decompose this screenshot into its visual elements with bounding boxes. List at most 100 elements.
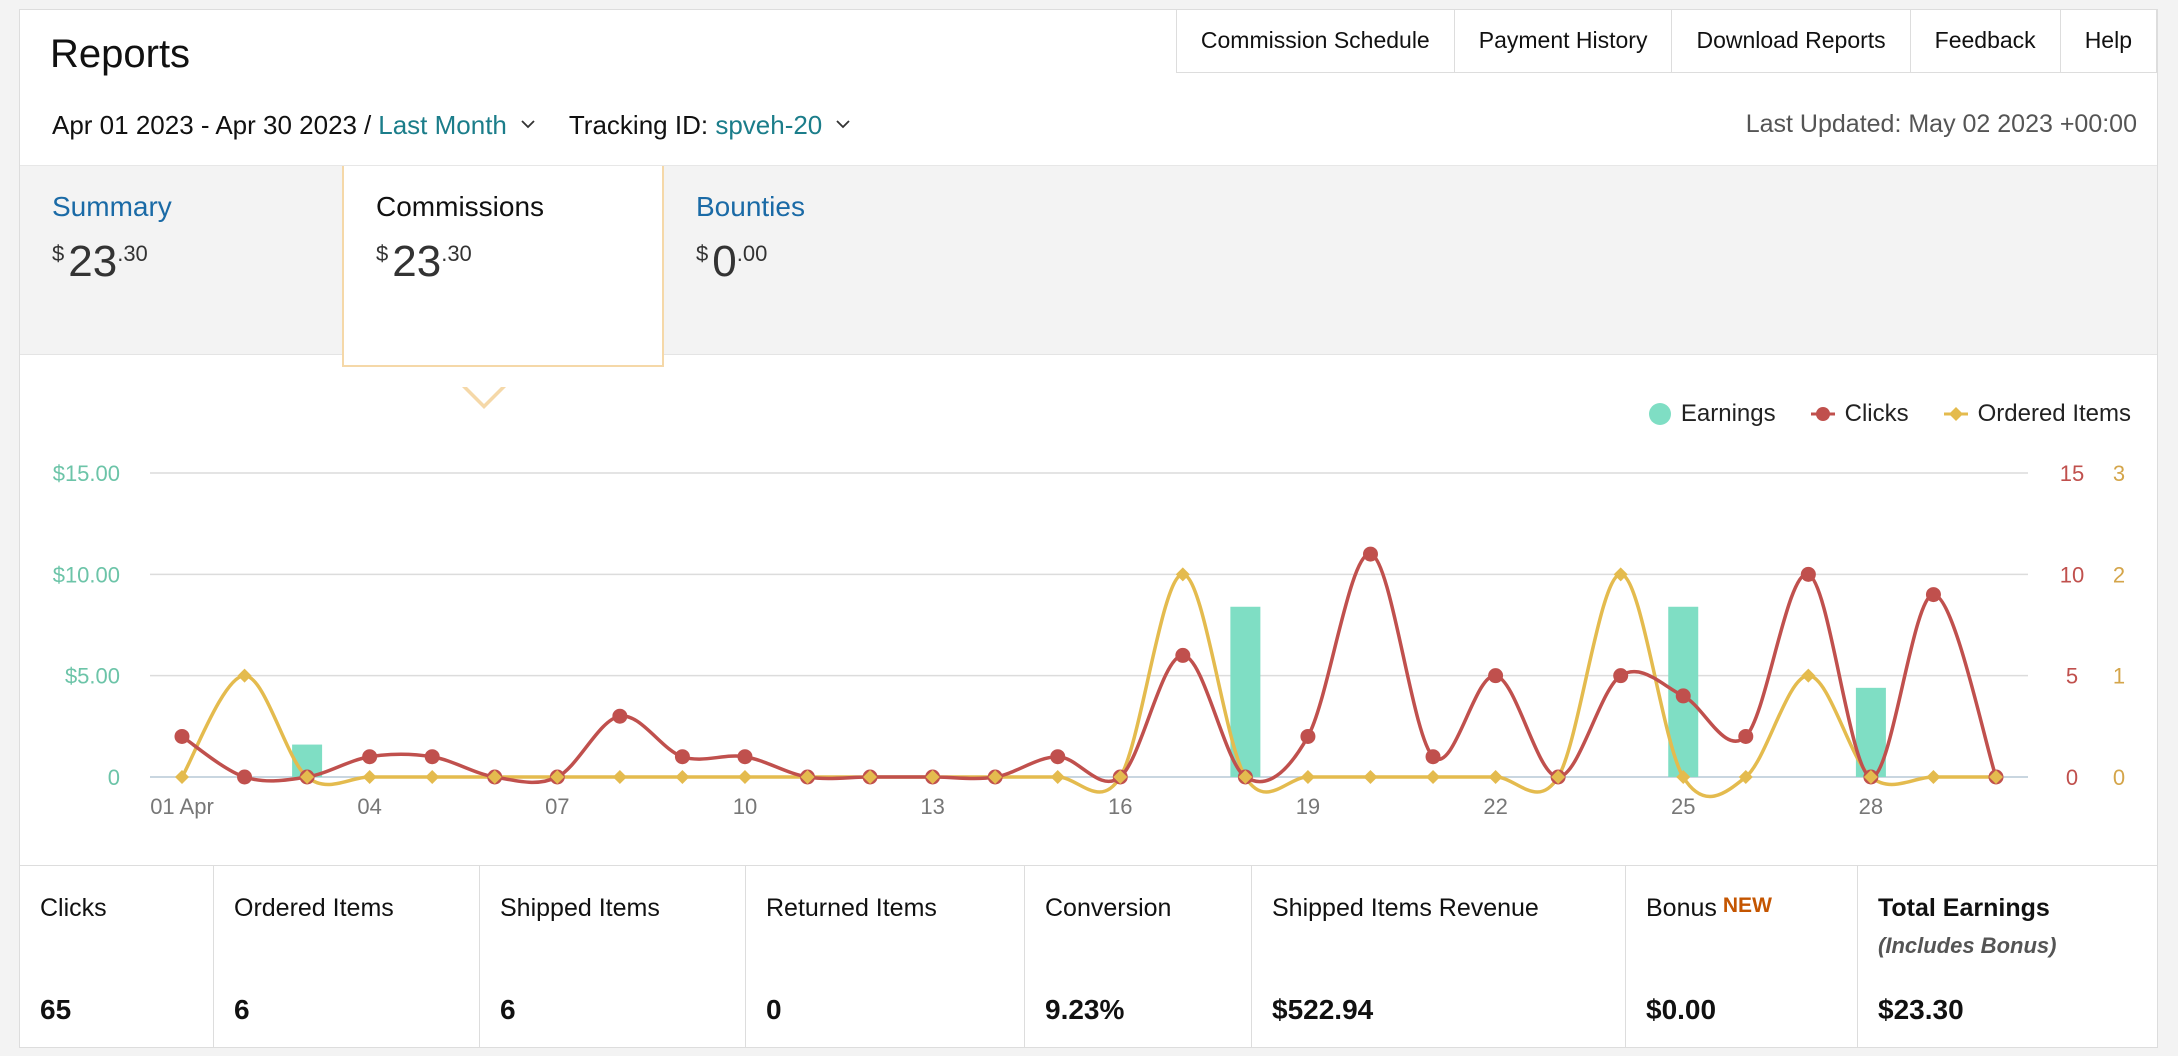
filters-bar: Apr 01 2023 - Apr 30 2023 / Last Month T… [52,110,850,141]
ordered-items-point [362,770,377,784]
stat-label: Conversion [1045,894,1172,922]
ordered-items-point [1613,567,1628,582]
ordered-items-point [300,770,315,784]
stat-label: Returned Items [766,894,937,922]
chevron-down-icon [521,119,535,131]
nav-download-reports[interactable]: Download Reports [1672,10,1911,73]
stat-ordered-items: Ordered Items 6 [214,866,480,1048]
chart-plot: 0 0 0 $5.00 5 1 $10.00 10 2 $15.00 15 3 01 Apr 04 07 10… [53,461,2125,819]
stat-value: $522.94 [1272,994,1374,1025]
x-axis-tick-label: 22 [1483,794,1507,819]
left-axis-tick-label: $5.00 [65,664,120,689]
stat-label: Ordered Items [234,894,394,922]
ordered-items-point [863,770,878,784]
clicks-swatch-icon [1810,407,1835,421]
items-axis-tick-label: 2 [2113,562,2125,587]
clicks-point [424,749,440,765]
ordered-items-point [1989,770,2003,784]
stat-value: 65 [40,994,72,1025]
stat-value: 6 [234,994,250,1025]
ordered-items-point [1050,770,1065,784]
bonus-label: Bonus [1646,894,1717,922]
earnings-swatch-icon [1648,403,1671,425]
legend-earnings-label: Earnings [1680,400,1776,427]
new-badge: NEW [1722,894,1772,917]
ordered-items-point [1738,770,1753,784]
report-tabs: Summary $23.30 Commissions $23.30 Bounti… [20,165,2157,409]
ordered-items-point [800,770,815,784]
legend-clicks[interactable]: Clicks [1810,400,1909,428]
commissions-chart: Earnings Clicks Ordered Items 0 0 0 $5.00 5 1… [20,355,2159,875]
stat-label: Clicks [40,894,107,922]
clicks-point [674,749,690,765]
clicks-point [174,728,190,744]
stat-returned-items: Returned Items 0 [746,866,1025,1048]
left-axis-tick-label: $10.00 [53,562,120,587]
date-range: Apr 01 2023 - Apr 30 2023 [52,110,358,140]
currency-symbol: $ [52,241,65,266]
ordered-items-point [1426,770,1441,784]
ordered-items-point [425,770,440,784]
legend-ordered-items[interactable]: Ordered Items [1943,400,2131,428]
clicks-point [1488,668,1504,684]
clicks-point [1362,546,1378,562]
nav-payment-history[interactable]: Payment History [1454,10,1673,73]
period-dropdown[interactable]: Last Month [378,110,535,141]
tracking-id-dropdown[interactable]: Tracking ID: spveh-20 [569,110,850,141]
stat-clicks: Clicks 65 [20,866,214,1048]
amount-whole: 0 [712,237,737,286]
amount-cents: .30 [117,241,148,266]
stat-value: 0 [766,994,782,1025]
ordered-items-point [175,770,189,784]
summary-amount: $23.30 [52,237,310,287]
tab-summary[interactable]: Summary $23.30 [20,166,342,356]
reports-panel: Commission Schedule Payment History Down… [19,9,2158,1048]
stat-total-earnings: Total Earnings (Includes Bonus) $23.30 [1858,866,2157,1048]
ordered-items-point [1801,668,1816,683]
stat-value: 6 [500,994,516,1025]
currency-symbol: $ [696,241,709,266]
nav-commission-schedule[interactable]: Commission Schedule [1176,10,1455,73]
page-title: Reports [50,32,191,76]
ordered-items-point [1863,770,1878,784]
clicks-point [1738,728,1754,744]
nav-help[interactable]: Help [2060,10,2157,73]
items-axis-tick-label: 3 [2113,461,2125,486]
clicks-axis-tick-label: 5 [2066,664,2078,689]
clicks-point [1613,668,1629,684]
left-axis-tick-label: 0 [108,765,120,790]
ordered-items-point [737,770,752,784]
stat-sublabel: (Includes Bonus) [1878,933,2057,958]
ordered-items-point [1363,770,1378,784]
ordered-items-point [1551,770,1566,784]
tab-commissions[interactable]: Commissions $23.30 [342,166,664,409]
clicks-point [1925,587,1941,603]
x-axis-tick-label: 19 [1296,794,1320,819]
tracking-id-value: spveh-20 [715,110,823,140]
tab-bounties[interactable]: Bounties $0.00 [664,166,986,356]
tab-summary-label: Summary [52,191,172,222]
x-axis-tick-label: 01 Apr [150,794,214,819]
stat-conversion: Conversion 9.23% [1025,866,1252,1048]
nav-feedback[interactable]: Feedback [1910,10,2061,73]
clicks-point [1675,688,1691,704]
stat-bonus: Bonus NEW $0.00 [1626,866,1858,1048]
period-label: Last Month [378,110,507,140]
chevron-down-icon [836,119,850,131]
clicks-point [1800,566,1816,582]
legend-earnings[interactable]: Earnings [1648,400,1776,428]
stat-label: Shipped Items [500,894,660,922]
stats-row: Clicks 65 Ordered Items 6 Shipped Items … [20,865,2157,1048]
stat-shipped-items: Shipped Items 6 [480,866,746,1048]
x-axis-tick-label: 13 [920,794,944,819]
ordered-items-point [1175,567,1190,582]
ordered-items-point [1488,770,1503,784]
clicks-axis-tick-label: 10 [2060,562,2084,587]
amount-whole: 23 [392,237,442,286]
ordered-items-point [1300,770,1315,784]
left-axis-tick-label: $15.00 [53,461,120,486]
clicks-point [237,769,253,785]
last-updated: Last Updated: May 02 2023 +00:00 [1745,110,2137,138]
legend-ordered-items-label: Ordered Items [1977,400,2131,427]
clicks-point [1300,728,1316,744]
